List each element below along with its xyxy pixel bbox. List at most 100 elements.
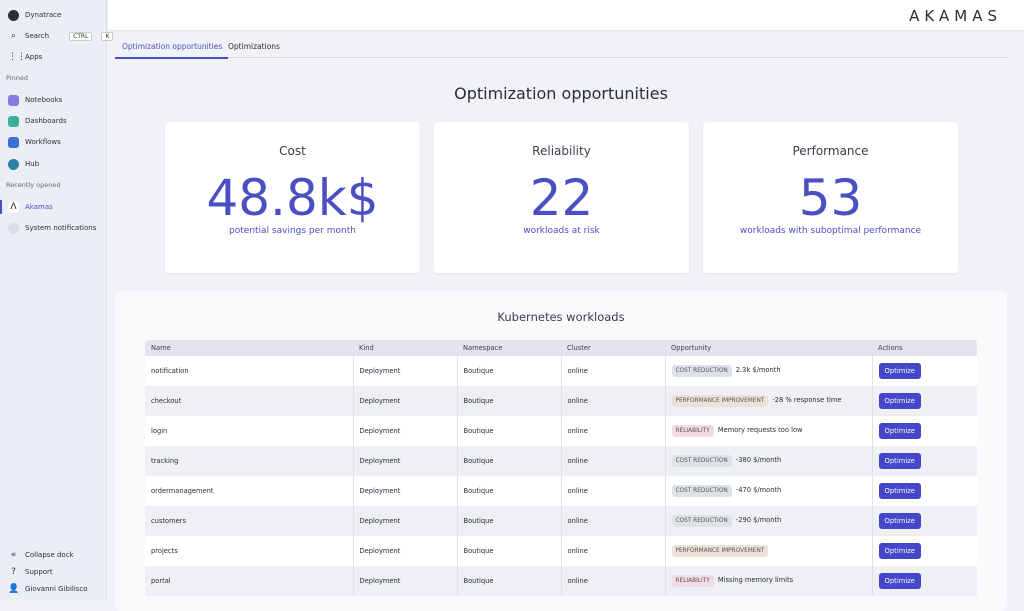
- table-row[interactable]: portal Deployment Boutique online RELIAB…: [145, 566, 977, 596]
- apps-grid-icon: ⋮⋮: [8, 51, 26, 62]
- cell-actions: Optimize: [872, 476, 977, 506]
- cell-actions: Optimize: [872, 386, 977, 416]
- akamas-icon: Λ: [8, 201, 19, 213]
- table-row[interactable]: customers Deployment Boutique online COS…: [145, 506, 977, 536]
- card-title: Reliability: [532, 144, 591, 158]
- active-indicator: [0, 200, 2, 214]
- cell-opportunity: PERFORMANCE IMPROVEMENT: [665, 536, 873, 566]
- label: System notifications: [25, 224, 97, 232]
- label: Dynatrace: [25, 11, 62, 19]
- cell-name: login: [145, 416, 354, 446]
- workloads-title: Kubernetes workloads: [497, 310, 625, 324]
- sidebar-item-dashboards[interactable]: Dashboards: [8, 114, 67, 128]
- sidebar-item-workflows[interactable]: Workflows: [8, 135, 61, 149]
- sidebar-item-system-notifications[interactable]: System notifications: [8, 221, 96, 235]
- cell-opportunity: RELIABILITY Missing memory limits: [665, 566, 873, 596]
- sidebar-item-apps[interactable]: ⋮⋮ Apps: [8, 50, 42, 64]
- opportunity-badge: COST REDUCTION: [671, 485, 732, 497]
- cell-namespace: Boutique: [457, 446, 562, 476]
- column-header[interactable]: Kind: [353, 340, 457, 356]
- column-header[interactable]: Name: [145, 340, 353, 356]
- table-row[interactable]: projects Deployment Boutique online PERF…: [145, 536, 977, 566]
- column-header[interactable]: Cluster: [561, 340, 665, 356]
- dynatrace-logo-icon: [8, 9, 19, 21]
- workflows-icon: [8, 136, 19, 148]
- section-pinned: Pinned: [6, 74, 28, 82]
- collapse-dock-button[interactable]: « Collapse dock: [8, 548, 74, 562]
- tab-optimization-opportunities[interactable]: Optimization opportunities: [115, 42, 229, 59]
- cell-cluster: online: [561, 506, 666, 536]
- optimize-button[interactable]: Optimize: [878, 543, 921, 559]
- label: Akamas: [25, 203, 53, 211]
- cell-name: portal: [145, 566, 354, 596]
- column-header[interactable]: Opportunity: [665, 340, 872, 356]
- notifications-icon: [8, 222, 19, 234]
- cell-namespace: Boutique: [457, 356, 562, 386]
- label: Giovanni Gibilisco: [25, 585, 88, 593]
- optimize-button[interactable]: Optimize: [878, 513, 921, 529]
- table-row[interactable]: ordermanagement Deployment Boutique onli…: [145, 476, 977, 506]
- cell-cluster: online: [561, 356, 666, 386]
- optimize-button[interactable]: Optimize: [878, 363, 921, 379]
- opportunity-detail: -28 % response time: [772, 396, 842, 404]
- cell-namespace: Boutique: [457, 536, 562, 566]
- section-recent: Recently opened: [6, 181, 61, 189]
- table-row[interactable]: login Deployment Boutique online RELIABI…: [145, 416, 977, 446]
- column-header[interactable]: Namespace: [457, 340, 561, 356]
- cell-namespace: Boutique: [457, 566, 562, 596]
- user-icon: 👤: [8, 583, 20, 594]
- cell-name: ordermanagement: [145, 476, 354, 506]
- cell-cluster: online: [561, 386, 666, 416]
- cell-namespace: Boutique: [457, 476, 562, 506]
- optimize-button[interactable]: Optimize: [878, 483, 921, 499]
- optimize-button[interactable]: Optimize: [878, 453, 921, 469]
- opportunity-badge: PERFORMANCE IMPROVEMENT: [671, 545, 769, 557]
- tabs: Optimization opportunities Optimizations: [115, 37, 1007, 59]
- table-row[interactable]: notification Deployment Boutique online …: [145, 356, 977, 386]
- table-row[interactable]: checkout Deployment Boutique online PERF…: [145, 386, 977, 416]
- opportunity-badge: COST REDUCTION: [671, 455, 732, 467]
- search-icon: ⌕: [10, 30, 17, 41]
- tab-optimizations[interactable]: Optimizations: [228, 42, 280, 51]
- opportunity-detail: Memory requests too low: [717, 426, 803, 434]
- akamas-logo: AKAMAS: [909, 7, 1002, 25]
- cell-opportunity: COST REDUCTION -470 $/month: [665, 476, 873, 506]
- cell-cluster: online: [561, 476, 666, 506]
- sidebar-item-search[interactable]: ⌕ Search CTRL K: [8, 29, 114, 43]
- label: Apps: [25, 53, 43, 61]
- label: Support: [25, 568, 53, 576]
- sidebar-item-notebooks[interactable]: Notebooks: [8, 93, 62, 107]
- page-title: Optimization opportunities: [454, 84, 668, 103]
- support-button[interactable]: ? Support: [8, 565, 53, 579]
- card-title: Performance: [792, 144, 869, 158]
- opportunity-detail: -380 $/month: [735, 456, 782, 464]
- sidebar-item-hub[interactable]: Hub: [8, 157, 39, 171]
- user-menu[interactable]: 👤 Giovanni Gibilisco: [8, 582, 88, 596]
- cell-kind: Deployment: [353, 446, 458, 476]
- dashboards-icon: [8, 115, 19, 127]
- sidebar-item-dynatrace[interactable]: Dynatrace: [8, 8, 61, 22]
- card-subtitle: workloads with suboptimal performance: [739, 226, 922, 236]
- cost-card: Cost 48.8k$ potential savings per month: [165, 122, 420, 273]
- cell-cluster: online: [561, 536, 666, 566]
- opportunity-badge: COST REDUCTION: [671, 515, 732, 527]
- cell-namespace: Boutique: [457, 506, 562, 536]
- top-bar: AKAMAS: [108, 0, 1024, 30]
- optimize-button[interactable]: Optimize: [878, 393, 921, 409]
- card-subtitle: potential savings per month: [229, 226, 356, 236]
- cell-cluster: online: [561, 446, 666, 476]
- column-header[interactable]: Actions: [872, 340, 977, 356]
- cell-opportunity: PERFORMANCE IMPROVEMENT -28 % response ti…: [665, 386, 873, 416]
- kbd-ctrl: CTRL: [69, 31, 93, 41]
- cell-kind: Deployment: [353, 386, 458, 416]
- cell-opportunity: RELIABILITY Memory requests too low: [665, 416, 873, 446]
- card-title: Cost: [279, 144, 306, 158]
- sidebar-item-akamas[interactable]: Λ Akamas: [8, 200, 53, 214]
- optimize-button[interactable]: Optimize: [878, 573, 921, 589]
- opportunity-badge: COST REDUCTION: [671, 365, 732, 377]
- cell-name: projects: [145, 536, 354, 566]
- cell-actions: Optimize: [872, 356, 977, 386]
- optimize-button[interactable]: Optimize: [878, 423, 921, 439]
- card-value: 48.8k$: [206, 169, 379, 227]
- table-row[interactable]: tracking Deployment Boutique online COST…: [145, 446, 977, 476]
